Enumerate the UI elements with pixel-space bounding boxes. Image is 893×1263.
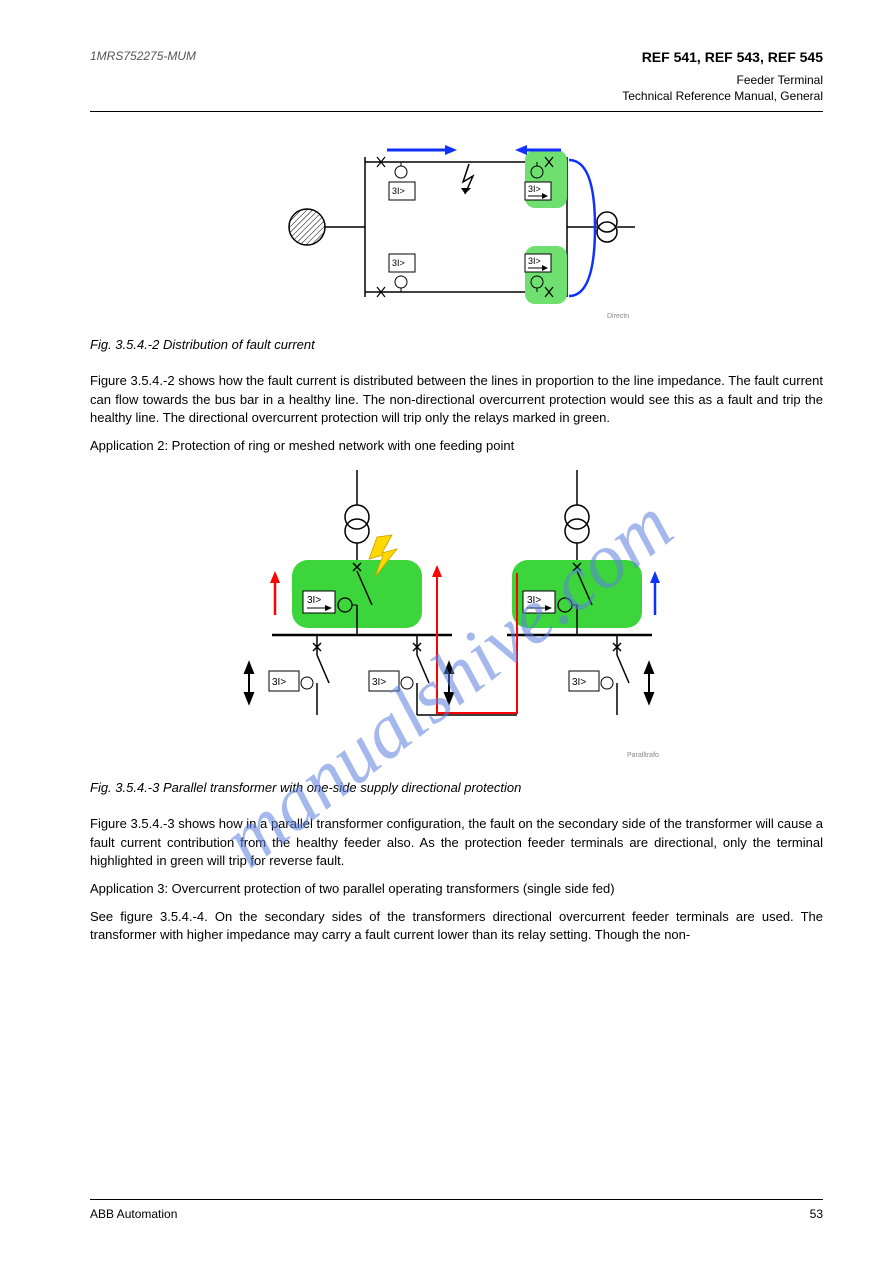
footer-left: ABB Automation [90, 1206, 177, 1223]
svg-text:3I>: 3I> [392, 258, 405, 268]
svg-text:3I>: 3I> [392, 186, 405, 196]
fig1-caption: Distribution of fault current [163, 337, 315, 352]
paragraph-1: Figure 3.5.4.-2 shows how the fault curr… [90, 372, 823, 427]
page-number: 53 [810, 1206, 823, 1223]
product-title: REF 541, REF 543, REF 545 [642, 48, 823, 68]
product-subtitle: Feeder Terminal [622, 72, 823, 89]
fig2-label: Fig. 3.5.4.-3 [90, 780, 159, 795]
fig2-caption: Parallel transformer with one-side suppl… [163, 780, 521, 795]
svg-text:Directn: Directn [607, 313, 629, 320]
svg-text:3I>: 3I> [372, 677, 386, 688]
application-2-heading: Application 2: Protection of ring or mes… [90, 437, 823, 455]
paragraph-3: See figure 3.5.4.-4. On the secondary si… [90, 908, 823, 944]
svg-text:3I>: 3I> [307, 595, 321, 606]
svg-text:3I>: 3I> [572, 677, 586, 688]
fig1-label: Fig. 3.5.4.-2 [90, 337, 159, 352]
svg-text:3I>: 3I> [528, 256, 541, 266]
application-3-heading: Application 3: Overcurrent protection of… [90, 880, 823, 898]
doc-ref: 1MRS752275-MUM [90, 48, 196, 68]
paragraph-2: Figure 3.5.4.-3 shows how in a parallel … [90, 815, 823, 870]
doc-type: Technical Reference Manual, General [622, 88, 823, 105]
svg-text:3I>: 3I> [272, 677, 286, 688]
svg-text:Paralltrafo: Paralltrafo [627, 752, 659, 759]
svg-text:3I>: 3I> [528, 184, 541, 194]
figure-1: 3I> 3I> 3I> 3I> Directn [90, 132, 823, 322]
figure-2: 3I> 3I> [90, 465, 823, 765]
svg-text:3I>: 3I> [527, 595, 541, 606]
